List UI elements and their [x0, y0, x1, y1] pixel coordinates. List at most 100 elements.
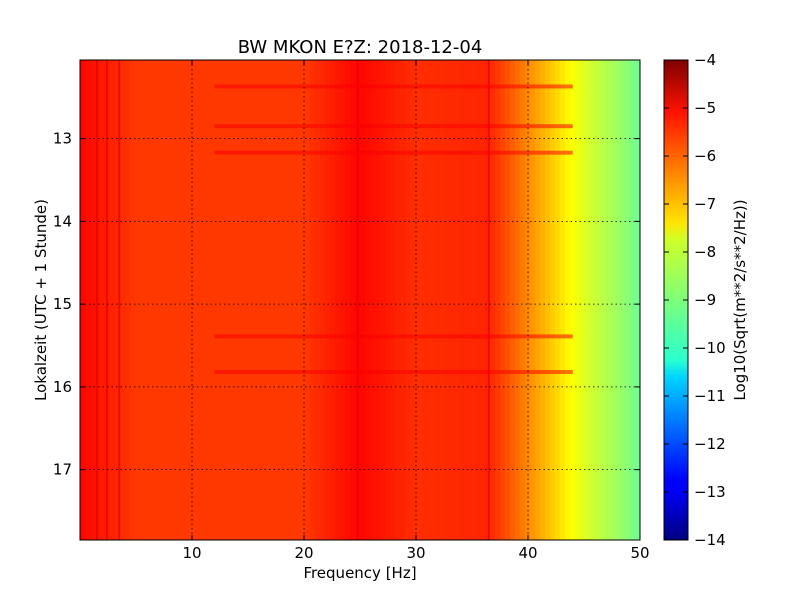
plot-area	[80, 60, 640, 540]
spectrogram-column	[260, 60, 266, 540]
spectrogram-column	[285, 60, 291, 540]
spectrogram-column	[300, 60, 306, 540]
spectrogram-column	[320, 60, 326, 540]
x-tick-label: 50	[630, 544, 649, 562]
spectrogram-column	[405, 60, 411, 540]
spectrogram-column	[390, 60, 396, 540]
x-tick-label: 20	[294, 544, 313, 562]
spectrogram-horizontal-band	[214, 150, 573, 155]
spectrogram-column	[400, 60, 406, 540]
spectrogram-column	[480, 60, 486, 540]
spectrogram-column	[600, 60, 606, 540]
spectrogram-column	[495, 60, 501, 540]
spectrogram-column	[445, 60, 451, 540]
spectrogram-column	[240, 60, 246, 540]
spectrogram-column	[555, 60, 561, 540]
spectrogram-column	[410, 60, 416, 540]
spectrogram-column	[185, 60, 191, 540]
colorbar-tick-label: −5	[694, 99, 716, 117]
spectrogram-column	[595, 60, 601, 540]
spectrogram-column	[545, 60, 551, 540]
spectrogram-horizontal-band	[214, 334, 573, 339]
spectrogram-column	[425, 60, 431, 540]
spectrogram-column	[430, 60, 436, 540]
spectrogram-column	[325, 60, 331, 540]
spectrogram-column	[210, 60, 216, 540]
spectrogram-column	[305, 60, 311, 540]
spectrogram-column	[345, 60, 351, 540]
spectrogram-column	[490, 60, 496, 540]
colorbar-tick-label: −12	[694, 435, 726, 453]
spectrogram-column	[505, 60, 511, 540]
spectrogram-column	[395, 60, 401, 540]
spectrogram-column	[295, 60, 301, 540]
spectrogram-column	[180, 60, 186, 540]
spectrogram-column	[205, 60, 211, 540]
spectrogram-column	[515, 60, 521, 540]
spectrogram-column	[120, 60, 126, 540]
spectrogram-column	[255, 60, 261, 540]
spectrogram-column	[570, 60, 576, 540]
spectrogram-column	[85, 60, 91, 540]
spectrogram-column	[365, 60, 371, 540]
spectrogram-column	[625, 60, 631, 540]
spectrogram-column	[455, 60, 461, 540]
y-axis-ticks: 13 14 15 16 17	[53, 130, 640, 479]
spectrogram-column	[340, 60, 346, 540]
spectrogram-column	[275, 60, 281, 540]
spectrogram-column	[145, 60, 151, 540]
colorbar-tick-label: −9	[694, 291, 716, 309]
x-axis-label: Frequency [Hz]	[303, 564, 416, 582]
spectrogram-column	[605, 60, 611, 540]
spectrogram-column	[460, 60, 466, 540]
colorbar-tick-label: −13	[694, 483, 726, 501]
spectrogram-column	[90, 60, 96, 540]
spectrogram-column	[100, 60, 106, 540]
spectrogram-column	[585, 60, 591, 540]
x-tick-label: 40	[518, 544, 537, 562]
spectrogram-column	[160, 60, 166, 540]
spectrogram-column	[360, 60, 366, 540]
spectrogram-column	[135, 60, 141, 540]
spectrogram-column	[290, 60, 296, 540]
spectrogram-column	[560, 60, 566, 540]
spectrogram-column	[615, 60, 621, 540]
spectrogram-column	[200, 60, 206, 540]
x-axis-ticks: 10 20 30 40 50	[182, 60, 650, 562]
spectrogram-column	[140, 60, 146, 540]
spectrogram-column	[170, 60, 176, 540]
colorbar-ticks: −4 −5 −6 −7 −8 −9 −10 −11 −12 −13 −14	[664, 51, 726, 549]
spectrogram-column	[195, 60, 201, 540]
y-tick-label: 17	[53, 461, 72, 479]
spectrogram-column	[630, 60, 636, 540]
chart-title: BW MKON E?Z: 2018-12-04	[238, 37, 483, 58]
spectrogram-column	[565, 60, 571, 540]
spectrogram-column	[335, 60, 341, 540]
colorbar-label: Log10(Sqrt(m**2/s**2/Hz))	[731, 199, 749, 400]
spectrogram-column	[245, 60, 251, 540]
spectrogram-column	[220, 60, 226, 540]
spectrogram-column	[350, 60, 356, 540]
colorbar-tick-label: −10	[694, 339, 726, 357]
spectrogram-column	[475, 60, 481, 540]
spectrogram-column	[590, 60, 596, 540]
spectrogram-column	[250, 60, 256, 540]
spectrogram-column	[415, 60, 421, 540]
spectrogram-column	[470, 60, 476, 540]
spectrogram-column	[125, 60, 131, 540]
colorbar-tick-label: −6	[694, 147, 716, 165]
spectrogram-bands	[95, 60, 573, 540]
spectrogram-column	[115, 60, 121, 540]
spectrogram-column	[540, 60, 546, 540]
spectrogram-column	[575, 60, 581, 540]
spectrogram-column	[530, 60, 536, 540]
spectrogram-column	[215, 60, 221, 540]
spectrogram-column	[190, 60, 196, 540]
colorbar-tick-label: −4	[694, 51, 716, 69]
spectrogram-column	[175, 60, 181, 540]
x-tick-label: 30	[406, 544, 425, 562]
spectrogram-column	[620, 60, 626, 540]
spectrogram-column	[510, 60, 516, 540]
spectrogram-column	[110, 60, 116, 540]
spectrogram-column	[165, 60, 171, 540]
